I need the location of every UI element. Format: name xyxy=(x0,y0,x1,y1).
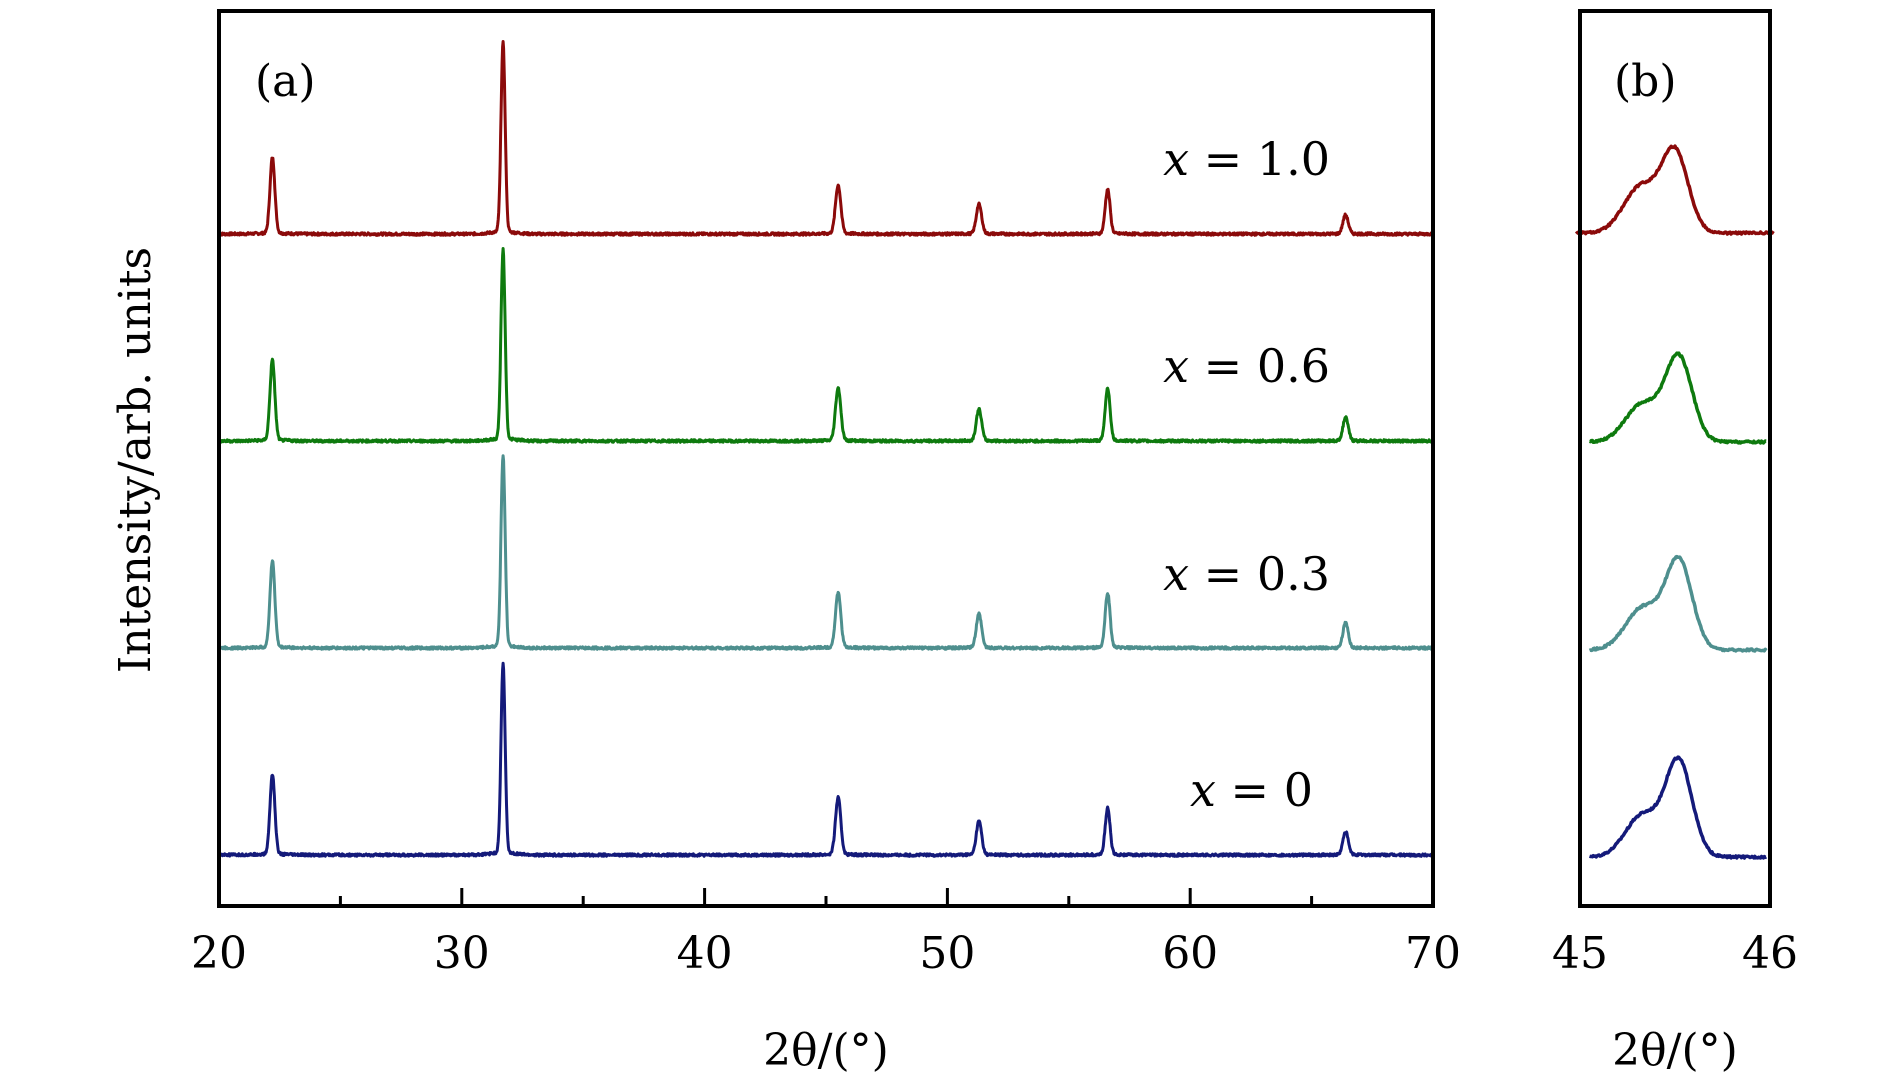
series-label-0-3: x = 0.3 xyxy=(1163,547,1330,601)
zoom-series-line-1 xyxy=(1588,554,1768,653)
x-tick-label: 50 xyxy=(919,928,975,979)
panel-a-xrd-plot: 20 30 40 50 60 70 (a) x = 1.0 x = 0.6 x = 0.3 x … xyxy=(110,9,1461,1076)
zoom-series-line-3 xyxy=(1574,144,1775,236)
zoom-series-line-0 xyxy=(1588,755,1768,860)
series-line-0 xyxy=(218,661,1435,858)
panel-b-zoom-plot: 45 46 (b) 2θ/(°) xyxy=(1552,9,1798,1076)
x-tick-label: 30 xyxy=(434,928,490,979)
series-label-0: x = 0 xyxy=(1190,763,1313,817)
series-line-1-0 xyxy=(218,40,1435,237)
y-axis-label: Intensity/arb. units xyxy=(110,247,161,673)
x-tick-label: 20 xyxy=(191,928,247,979)
panel-b-x-axis-label: 2θ/(°) xyxy=(1612,1025,1738,1076)
series-line-0-3 xyxy=(218,454,1434,651)
zoom-series-line-2 xyxy=(1588,351,1768,445)
x-tick-label: 70 xyxy=(1405,928,1461,979)
panel-b-label: (b) xyxy=(1614,56,1677,107)
x-tick-label: 60 xyxy=(1162,928,1218,979)
series-label-0-6: x = 0.6 xyxy=(1163,339,1330,393)
panel-a-label: (a) xyxy=(255,56,316,107)
series-line-0-6 xyxy=(217,247,1435,444)
series-label-1-0: x = 1.0 xyxy=(1163,132,1330,186)
zoom-x-tick-label: 46 xyxy=(1742,928,1798,979)
x-tick-label: 40 xyxy=(677,928,733,979)
panel-a-x-axis-label: 2θ/(°) xyxy=(763,1025,889,1076)
zoom-x-tick-label: 45 xyxy=(1552,928,1608,979)
panel-b-frame xyxy=(1578,9,1772,908)
